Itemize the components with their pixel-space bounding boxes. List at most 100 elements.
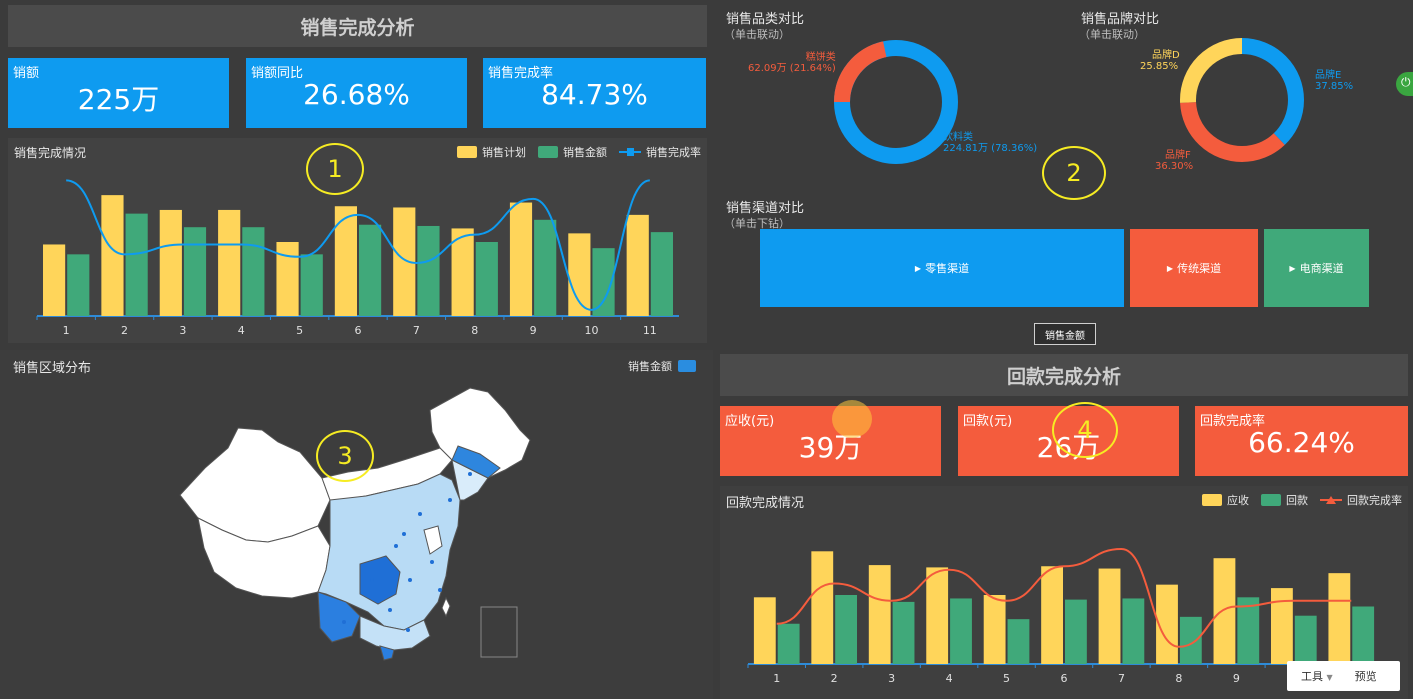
- play-icon: ▶: [914, 263, 922, 273]
- bar-a-5[interactable]: [983, 595, 1006, 664]
- kpi-label: 回款完成率: [1200, 414, 1266, 429]
- bar-b-8[interactable]: [475, 242, 498, 316]
- bar-a-6[interactable]: [334, 206, 357, 316]
- bar-b-4[interactable]: [950, 598, 972, 664]
- map-region-hainan: [379, 645, 395, 661]
- legend-item-amount[interactable]: 销售金额: [538, 144, 607, 160]
- preview-button[interactable]: 预览: [1354, 670, 1377, 683]
- x-tick-label: 2: [831, 672, 838, 685]
- bar-a-7[interactable]: [393, 207, 416, 316]
- bar-b-2[interactable]: [125, 213, 148, 316]
- bar-a-4[interactable]: [218, 209, 241, 316]
- legend-item-payment-rate[interactable]: 回款完成率: [1320, 492, 1402, 508]
- bar-b-5[interactable]: [1007, 619, 1030, 664]
- channel-retail[interactable]: ▶ 零售渠道: [760, 229, 1124, 307]
- bar-b-3[interactable]: [892, 601, 915, 664]
- bar-a-2[interactable]: [101, 195, 124, 316]
- bar-a-4[interactable]: [926, 567, 949, 664]
- side-float-button[interactable]: ⏻: [1396, 72, 1413, 96]
- bar-b-10[interactable]: [592, 248, 615, 316]
- map-region-taiwan: [441, 596, 451, 618]
- map-region-sichuan: [359, 555, 401, 605]
- kpi-sales-amount[interactable]: 销额 225万: [8, 58, 229, 128]
- bar-b-11[interactable]: [1352, 606, 1375, 665]
- bar-b-10[interactable]: [1294, 615, 1317, 664]
- bar-a-11[interactable]: [1328, 573, 1351, 664]
- bar-a-5[interactable]: [276, 242, 299, 316]
- bar-b-5[interactable]: [300, 254, 323, 316]
- bar-a-2[interactable]: [811, 551, 834, 664]
- kpi-sales-yoy[interactable]: 销额同比 26.68%: [246, 58, 467, 128]
- channel-legend-button[interactable]: 销售金额: [1034, 323, 1096, 345]
- region-legend[interactable]: 销售金额: [628, 358, 701, 374]
- category-label-cake: 糕饼类 62.09万 (21.64%): [748, 52, 836, 74]
- bar-b-11[interactable]: [650, 232, 673, 316]
- x-tick-label: 5: [1003, 672, 1010, 685]
- bar-b-9[interactable]: [534, 219, 557, 316]
- category-label-drink: 饮料类 224.81万 (78.36%): [943, 132, 1038, 154]
- kpi-value: 26.68%: [303, 78, 410, 111]
- x-tick-label: 9: [530, 324, 537, 337]
- bar-a-9[interactable]: [509, 202, 533, 316]
- bar-a-8[interactable]: [451, 228, 474, 316]
- bar-a-1[interactable]: [43, 244, 66, 316]
- bar-b-9[interactable]: [1237, 597, 1260, 664]
- bar-a-7[interactable]: [1098, 568, 1121, 664]
- x-tick-label: 1: [63, 324, 70, 337]
- kpi-sales-completion[interactable]: 销售完成率 84.73%: [483, 58, 706, 128]
- payment-chart-title: 回款完成情况: [726, 496, 805, 511]
- kpi-value: 39万: [798, 431, 863, 464]
- channel-ecommerce[interactable]: ▶ 电商渠道: [1264, 229, 1369, 307]
- annotation-circle-4: 4: [1052, 402, 1118, 458]
- bar-a-10[interactable]: [568, 233, 591, 316]
- bar-b-6[interactable]: [359, 224, 382, 316]
- sales-chart: 1 2 3 4 5 6 7 8 9 10 11: [36, 179, 679, 337]
- kpi-payment-rate[interactable]: 回款完成率 66.24%: [1195, 406, 1408, 476]
- bar-b-6[interactable]: [1065, 599, 1087, 664]
- sales-chart-title: 销售完成情况: [14, 146, 87, 160]
- bar-a-3[interactable]: [159, 209, 182, 316]
- play-icon: ▶: [1166, 263, 1174, 273]
- x-tick-label: 3: [888, 672, 895, 685]
- bar-a-6[interactable]: [1041, 566, 1063, 664]
- legend-item-plan[interactable]: 销售计划: [457, 144, 526, 160]
- x-tick-label: 7: [1118, 672, 1125, 685]
- bar-a-1[interactable]: [753, 597, 776, 664]
- bar-b-2[interactable]: [835, 595, 858, 664]
- legend-item-rate[interactable]: 销售完成率: [619, 144, 701, 160]
- kpi-receivable[interactable]: 应收(元) 39万: [720, 406, 941, 476]
- annotation-circle-1: 1: [306, 143, 364, 195]
- bar-b-7[interactable]: [1122, 598, 1145, 664]
- bar-b-8[interactable]: [1179, 616, 1202, 664]
- bar-a-10[interactable]: [1270, 588, 1293, 664]
- map-region-white-patch: [423, 525, 443, 555]
- bar-b-1[interactable]: [777, 623, 800, 664]
- line-series: [66, 179, 651, 311]
- bar-b-4[interactable]: [242, 227, 265, 316]
- bar-b-7[interactable]: [417, 225, 440, 316]
- x-tick-label: 5: [296, 324, 303, 337]
- category-subtitle: （单击联动）: [724, 28, 790, 41]
- legend-item-received[interactable]: 回款: [1261, 492, 1308, 508]
- annotation-circle-2: 2: [1042, 146, 1106, 200]
- tools-button[interactable]: 工具 ▼: [1301, 670, 1333, 683]
- bar-b-3[interactable]: [183, 227, 207, 316]
- kpi-value: 225万: [77, 83, 160, 116]
- bar-a-11[interactable]: [626, 214, 649, 316]
- bar-a-3[interactable]: [868, 565, 891, 664]
- chevron-down-icon: ▼: [1326, 673, 1333, 682]
- annotation-circle-3: 3: [316, 430, 374, 482]
- x-tick-label: 8: [1175, 672, 1182, 685]
- channel-title: 销售渠道对比: [726, 201, 805, 216]
- bar-b-1[interactable]: [67, 254, 90, 316]
- legend-item-receivable[interactable]: 应收: [1202, 492, 1249, 508]
- kpi-label: 销额同比: [251, 66, 304, 81]
- bar-a-9[interactable]: [1213, 558, 1236, 664]
- map-region-liaoning: [451, 445, 501, 479]
- channel-traditional[interactable]: ▶ 传统渠道: [1130, 229, 1258, 307]
- region-panel: 销售区域分布 销售金额: [0, 350, 713, 699]
- category-donut[interactable]: [826, 38, 966, 178]
- brand-donut[interactable]: [1172, 36, 1312, 176]
- china-map[interactable]: [0, 350, 713, 699]
